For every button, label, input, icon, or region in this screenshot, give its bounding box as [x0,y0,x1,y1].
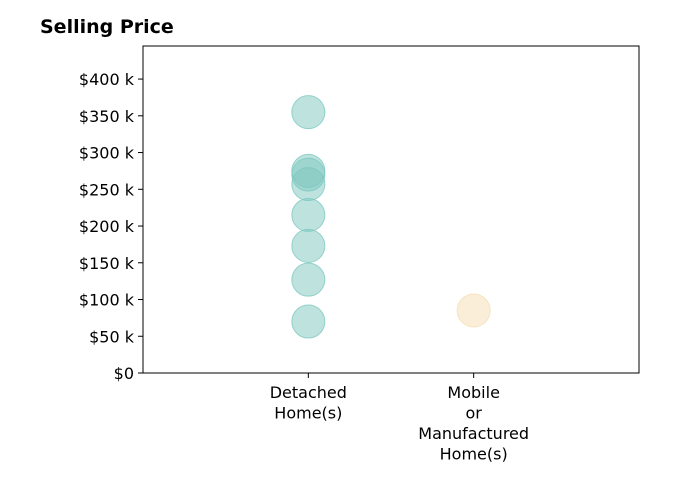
data-point [291,304,326,339]
x-tick-label: Detached [270,383,347,402]
chart-title: Selling Price [40,16,174,38]
y-tick-label: $50 k [89,327,135,346]
x-tick-label: or [465,404,482,423]
data-point [456,293,491,328]
data-point [291,153,326,188]
y-axis: $0 $50 k $100 k $150 k $200 k $250 k $300 k $35… [79,70,143,383]
y-tick-label: $400 k [79,70,135,89]
x-tick-label: Home(s) [440,445,508,464]
y-tick-label: $350 k [79,107,135,126]
x-tick-label: Mobile [447,383,499,402]
y-tick-label: $250 k [79,180,135,199]
plot-area [142,45,640,374]
y-tick-label: $100 k [79,291,135,310]
y-tick-label: $200 k [79,217,135,236]
data-point [291,95,326,130]
x-tick-label: Home(s) [274,404,342,423]
data-point [291,228,326,263]
y-tick-label: $0 [114,364,134,383]
y-tick-label: $300 k [79,144,135,163]
y-tick-label: $150 k [79,254,135,273]
data-points [291,95,491,339]
x-tick-label: Manufactured [418,424,529,443]
data-point [291,198,326,233]
data-point [291,262,326,297]
